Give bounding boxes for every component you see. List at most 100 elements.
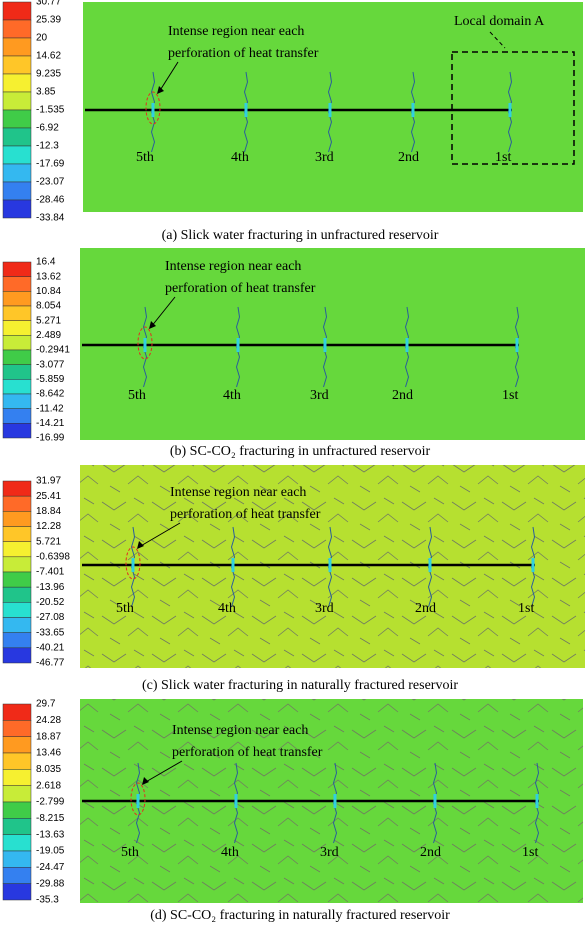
legend-label: 25.41 [36, 491, 61, 502]
legend-label: 9.235 [36, 69, 61, 80]
arrow [150, 296, 176, 328]
annotation: perforation of heat transfer [172, 745, 323, 760]
stage-label: 5th [136, 150, 154, 165]
legend-label: -16.99 [36, 433, 65, 444]
arrow-head [149, 321, 156, 329]
legend-swatch [2, 818, 32, 835]
stage-label: 3rd [310, 388, 329, 403]
arrow [158, 61, 179, 93]
perforation-hotspot [143, 338, 147, 352]
perforation-hotspot [234, 794, 238, 808]
perforation-hotspot [236, 338, 240, 352]
legend-swatch [2, 181, 32, 201]
legend-swatch [2, 586, 32, 603]
legend-swatch [2, 556, 32, 573]
legend-label: -3.077 [36, 359, 65, 370]
legend-label: -5.859 [36, 374, 65, 385]
legend-swatch [2, 320, 32, 336]
stage-label: 5th [116, 601, 134, 616]
perforation-hotspot [323, 338, 327, 352]
legend-label: 14.62 [36, 51, 61, 62]
legend-swatch [2, 163, 32, 183]
legend-label: 24.28 [36, 715, 61, 726]
legend-label: -19.05 [36, 846, 65, 857]
legend-swatch [2, 834, 32, 852]
legend-label: 12.28 [36, 521, 61, 532]
legend-label: -8.215 [36, 813, 65, 824]
legend-label: 29.7 [36, 699, 56, 710]
annotation: Intense region near each [168, 24, 304, 39]
legend-swatch [2, 571, 32, 588]
legend-label: 10.84 [36, 286, 61, 297]
stage-label: 1st [502, 388, 518, 403]
hotspot-ring [125, 546, 141, 580]
legend-label: 30.77 [36, 0, 61, 8]
legend-swatch [2, 1, 32, 21]
legend-label: -33.84 [36, 213, 65, 224]
legend-label: 25.39 [36, 15, 61, 26]
legend-label: -2.799 [36, 797, 65, 808]
stage-label: 4th [218, 601, 236, 616]
legend-swatch [2, 867, 32, 884]
hotspot-ring [137, 326, 153, 360]
legend-label: -14.21 [36, 418, 65, 429]
arrow-head [142, 777, 149, 785]
caption: (c) Slick water fracturing in naturally … [142, 678, 458, 693]
legend-swatch [2, 736, 32, 754]
legend-label: -23.07 [36, 177, 65, 188]
legend-label: 13.46 [36, 748, 61, 759]
legend-label: 8.054 [36, 301, 61, 312]
stage-label: 4th [231, 150, 249, 165]
stage-label: 3rd [320, 845, 339, 860]
annotation: perforation of heat transfer [165, 281, 316, 296]
legend-label: 5.721 [36, 536, 61, 547]
legend-swatch [2, 19, 32, 39]
legend-label: -24.47 [36, 862, 65, 873]
legend-swatch [2, 109, 32, 129]
natural-fractures [80, 465, 585, 668]
stage-label: 4th [221, 845, 239, 860]
legend-swatch [2, 364, 32, 380]
legend-swatch [2, 276, 32, 292]
legend-label: -46.77 [36, 658, 65, 669]
domain-box [451, 51, 575, 165]
perforation-hotspot [411, 103, 415, 117]
stage-label: 5th [128, 388, 146, 403]
legend-swatch [2, 495, 32, 512]
legend-swatch [2, 393, 32, 409]
legend-label: 18.87 [36, 731, 61, 742]
perforation-hotspot [428, 558, 432, 572]
legend-label: -17.69 [36, 159, 65, 170]
legend-swatch [2, 408, 32, 424]
legend-swatch [2, 73, 32, 93]
legend-label: 5.271 [36, 315, 61, 326]
legend-swatch [2, 785, 32, 803]
legend-label: 16.4 [36, 257, 56, 268]
legend-label: -1.535 [36, 105, 65, 116]
legend-label: 2.618 [36, 780, 61, 791]
perforation-hotspot [515, 338, 519, 352]
annotation: Intense region near each [165, 259, 301, 274]
legend-swatch [2, 127, 32, 147]
stage-label: 2nd [420, 845, 441, 860]
perforation-hotspot [535, 794, 539, 808]
legend-label: -40.21 [36, 642, 65, 653]
perforation-hotspot [151, 103, 155, 117]
legend-swatch [2, 91, 32, 111]
perforation-hotspot [333, 794, 337, 808]
perforation-hotspot [328, 103, 332, 117]
arrow-head [137, 541, 144, 549]
perforation-hotspot [405, 338, 409, 352]
arrow [489, 31, 506, 49]
legend-swatch [2, 526, 32, 542]
legend-swatch [2, 801, 32, 819]
legend-swatch [2, 602, 32, 618]
legend-swatch [2, 379, 32, 395]
perforation-hotspot [531, 558, 535, 572]
legend-swatch [2, 541, 32, 558]
legend-label: 3.85 [36, 87, 56, 98]
legend-label: -28.46 [36, 195, 65, 206]
legend-swatch [2, 55, 32, 75]
legend-label: -8.642 [36, 389, 65, 400]
